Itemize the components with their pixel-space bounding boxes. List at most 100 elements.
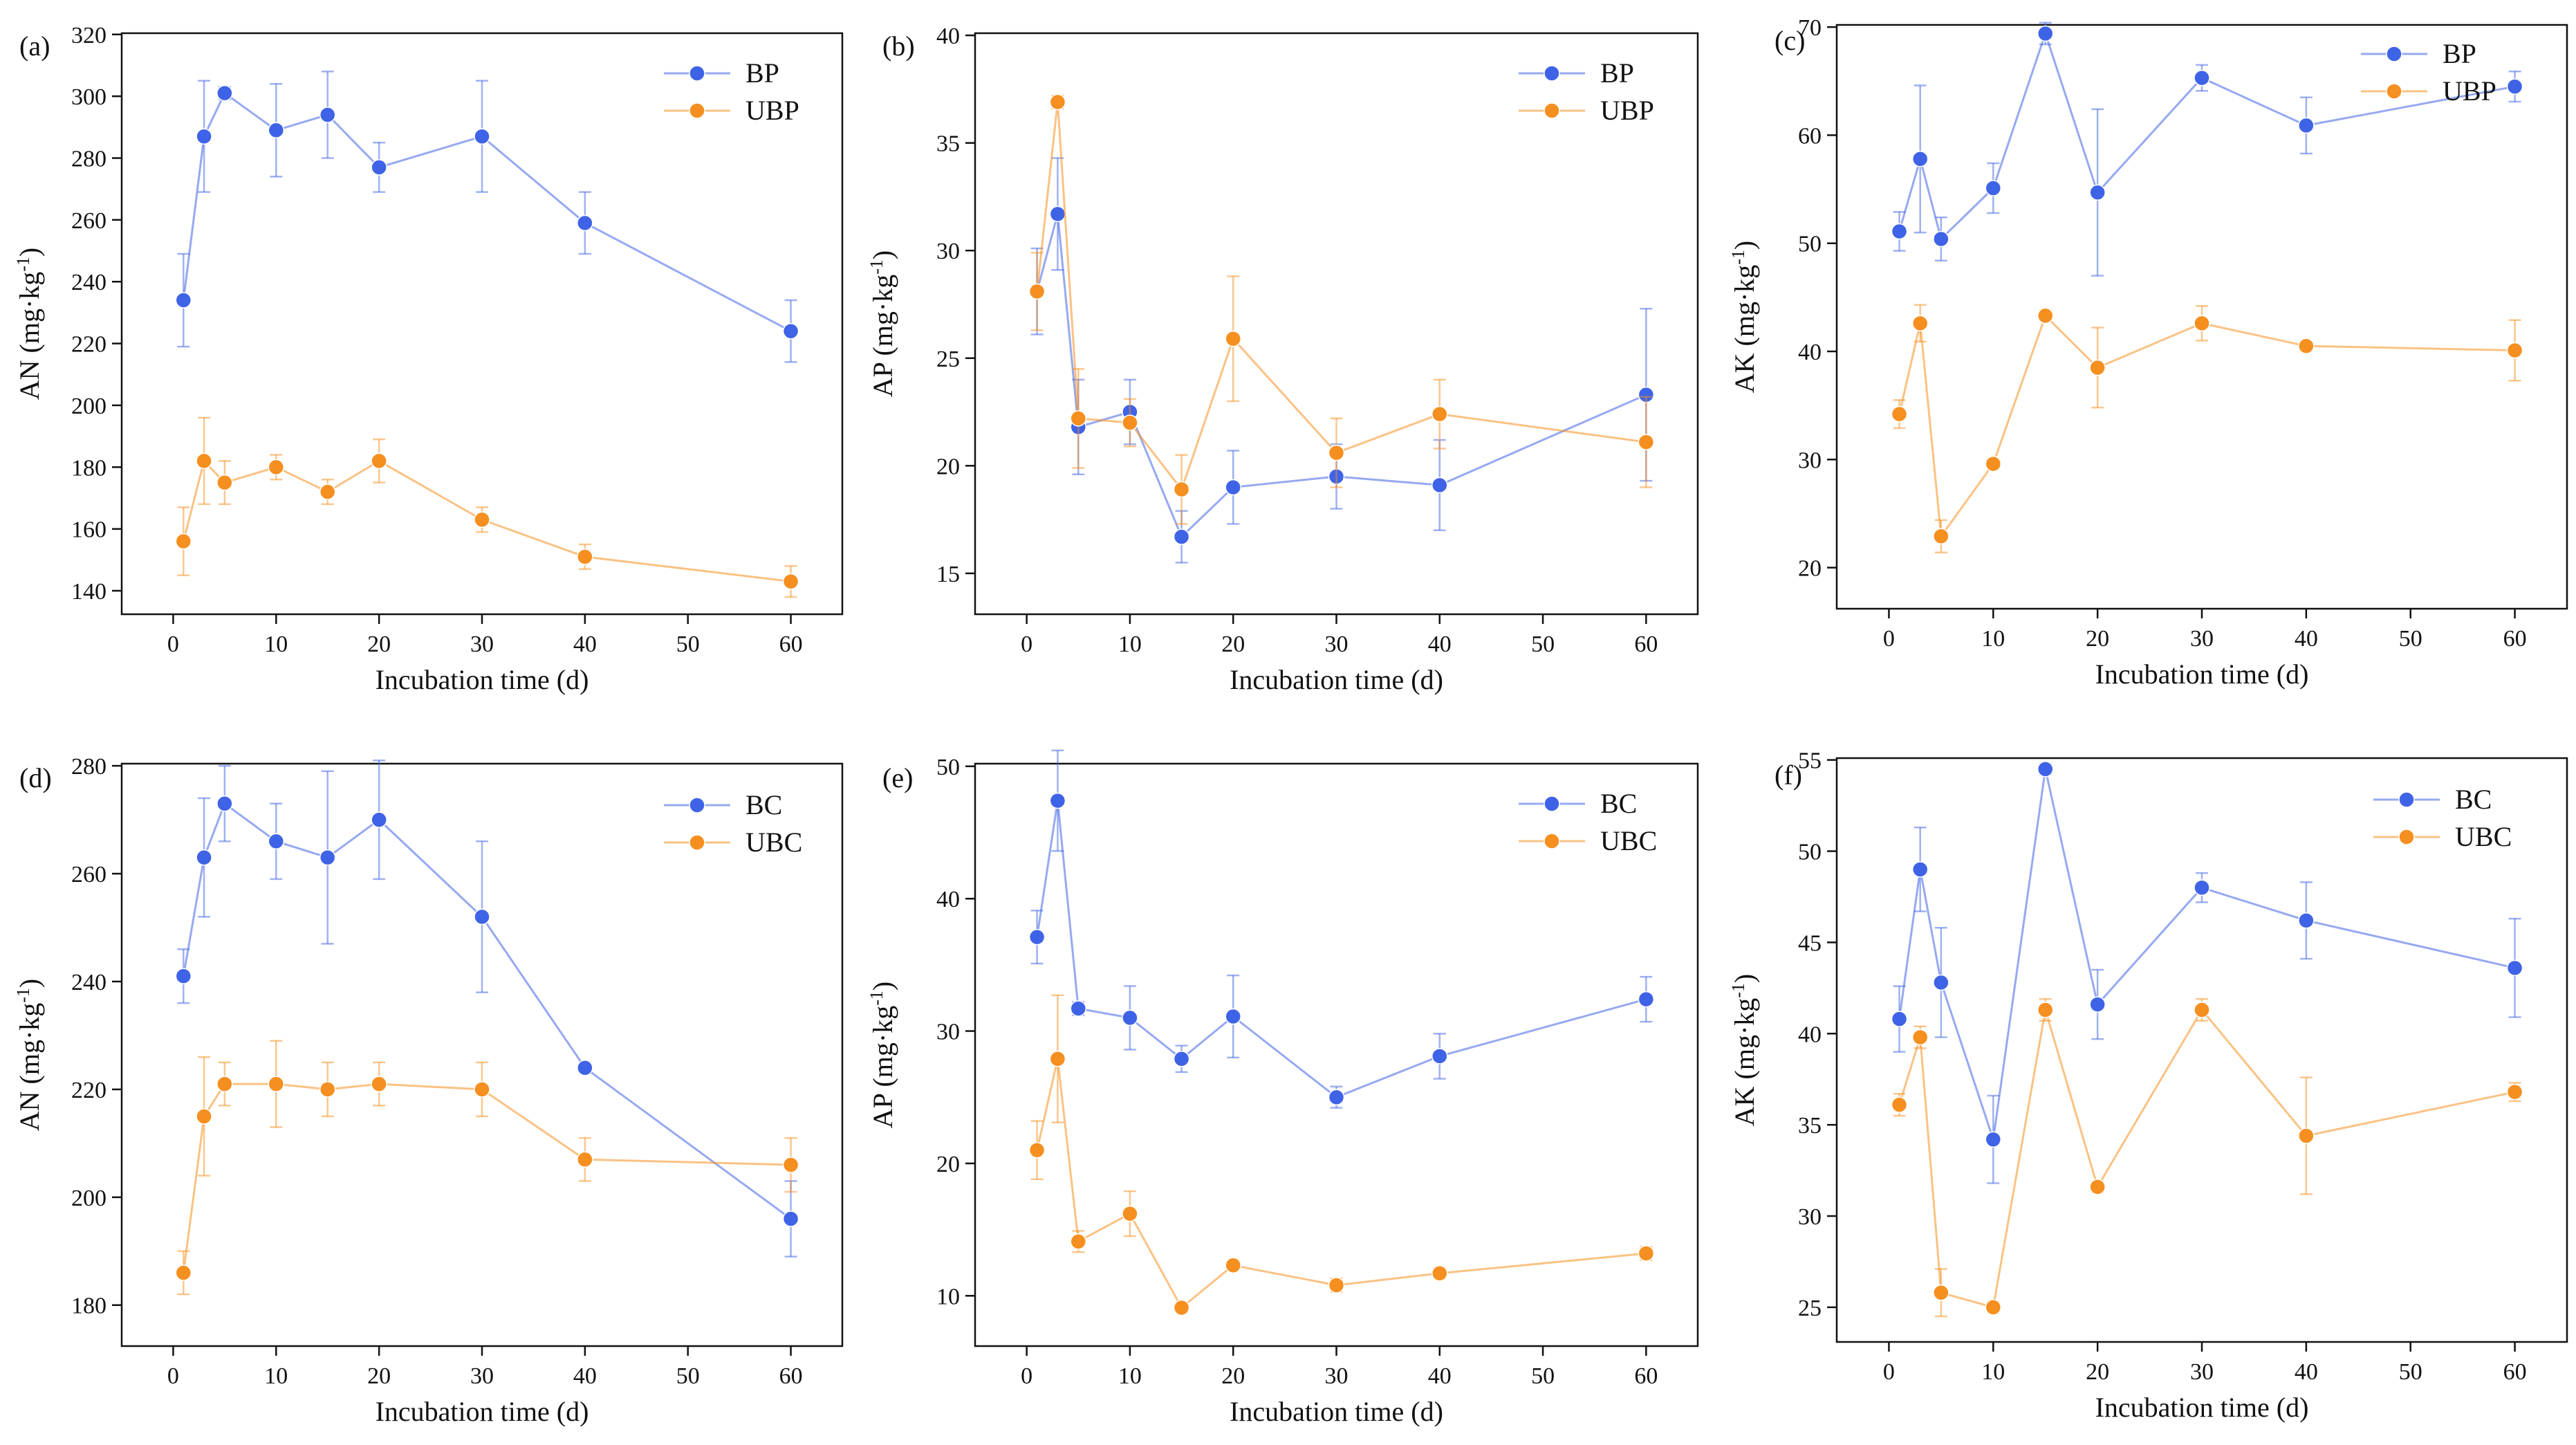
legend-marker [2398,791,2415,808]
data-point [1911,315,1929,332]
x-tick-label: 40 [573,632,597,657]
data-point [1911,1029,1929,1046]
x-tick-label: 20 [367,1363,391,1389]
x-tick-label: 50 [676,632,700,657]
data-point [782,573,799,590]
series-UBP [1891,304,2523,553]
y-tick-label: 30 [936,239,960,264]
data-point [1173,481,1190,498]
data-point [1225,1257,1241,1274]
x-tick-label: 30 [2190,1359,2214,1385]
x-tick-label: 60 [1634,1363,1658,1389]
data-point [2194,69,2210,86]
data-point [577,1151,593,1168]
data-point [577,549,593,565]
legend-marker [1544,102,1560,119]
x-tick-label: 30 [470,632,494,657]
data-point [1028,1142,1046,1159]
y-tick-label: 70 [1798,15,1822,41]
data-point [1911,151,1929,167]
y-axis-title: AK (mg·kg-1) [1728,974,1760,1127]
legend-label: UBC [745,827,802,858]
x-tick-label: 30 [2190,626,2214,652]
x-tick-label: 50 [676,1363,700,1389]
x-tick-label: 10 [1118,632,1142,657]
data-point [268,122,285,139]
data-point [1122,1205,1138,1222]
x-axis-title: Incubation time (d) [2095,1392,2309,1423]
data-point [474,128,490,145]
data-point [1638,434,1655,450]
data-point [1173,1050,1190,1067]
y-axis-title: AK (mg·kg-1) [1728,241,1760,394]
y-tick-label: 50 [936,755,960,780]
y-tick-label: 40 [1798,340,1822,365]
y-tick-label: 300 [71,84,106,110]
plot-frame [974,32,1699,616]
series-line [1898,768,2515,1140]
y-tick-label: 240 [71,970,106,995]
x-tick-label: 50 [2399,1359,2422,1385]
series-line [1036,102,1647,492]
data-point [216,1076,233,1092]
y-tick-label: 240 [71,270,106,295]
data-point [196,452,212,470]
y-tick-label: 260 [71,862,106,887]
series-BP [1028,157,1655,564]
panel-label: (a) [19,30,50,62]
x-tick-label: 0 [1021,632,1032,657]
data-point [1911,861,1929,878]
data-point [1173,528,1190,545]
series-BP [1891,21,2523,277]
data-point [175,292,192,309]
x-tick-label: 60 [2503,626,2527,652]
data-point [1891,1096,1908,1113]
data-point [1891,1011,1908,1027]
data-point [2506,78,2523,95]
y-tick-label: 280 [71,147,106,172]
data-point [371,1076,387,1092]
x-axis-title: Incubation time (d) [376,664,589,695]
series-UBC [1028,994,1655,1316]
x-tick-label: 20 [2086,626,2109,652]
data-point [319,107,336,123]
data-point [1985,180,2002,196]
y-tick-label: 30 [1798,448,1822,473]
y-tick-label: 280 [71,754,106,780]
data-point [1933,974,1949,991]
legend-label: UBP [745,95,799,126]
data-point [782,1157,799,1173]
y-tick-label: 160 [71,517,106,543]
legend-label: BP [2443,38,2476,69]
x-tick-label: 10 [1118,1363,1142,1389]
y-tick-label: 30 [1798,1204,1822,1230]
x-tick-label: 20 [1221,632,1245,657]
chart-panel-5: (e) 0 10 20 30 40 50 60 10 20 30 40 50 Incubation tim… [867,749,1699,1427]
data-point [371,452,387,470]
legend-marker [689,65,705,82]
legend-marker [2398,829,2415,845]
data-point [1122,1009,1138,1027]
data-point [2194,315,2210,332]
y-tick-label: 200 [71,394,106,419]
x-tick-label: 60 [2503,1359,2527,1385]
data-point [1638,991,1655,1008]
data-point [1933,230,1949,248]
x-tick-label: 40 [2295,626,2318,652]
series-line [1898,1008,2515,1309]
chart-panel-6: (f) 0 10 20 30 40 50 60 25 30 35 40 45 50 55 Incubation… [1728,748,2568,1423]
series-BC [175,760,799,1258]
x-axis-title: Incubation time (d) [1230,664,1443,695]
data-point [216,795,233,812]
panel-label: (c) [1775,25,1805,56]
y-tick-label: 40 [936,887,960,912]
series-BP [175,71,799,363]
y-tick-label: 320 [71,23,106,48]
data-point [268,1076,285,1092]
data-point [196,849,212,866]
series-line [1036,213,1647,539]
data-point [175,968,192,984]
series-line [182,1083,791,1273]
x-tick-label: 30 [1325,632,1349,657]
